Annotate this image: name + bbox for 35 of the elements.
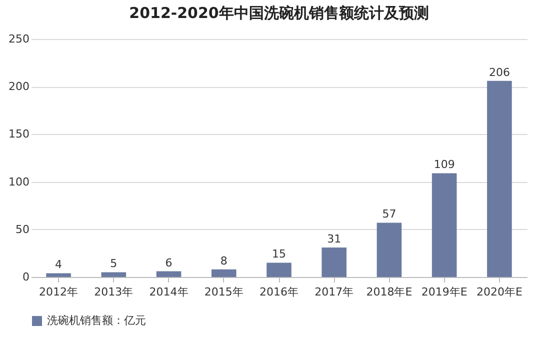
- bar: [101, 272, 126, 277]
- data-label: 57: [382, 208, 396, 221]
- bar: [46, 273, 71, 277]
- bar: [487, 80, 512, 277]
- data-label: 109: [434, 158, 455, 172]
- bar: [376, 222, 402, 277]
- chart-title: 2012-2020年中国洗碗机销售额统计及预测: [129, 4, 429, 22]
- y-tick-label: 200: [8, 80, 30, 94]
- y-tick-label: 150: [8, 128, 30, 141]
- x-tick-label: 2015年: [204, 286, 244, 298]
- x-tick-label: 2019年E: [421, 286, 468, 298]
- y-tick-label: 100: [8, 175, 30, 188]
- y-tick-label: 250: [8, 32, 30, 46]
- bar: [432, 173, 457, 277]
- data-label: 6: [165, 256, 172, 270]
- bar: [211, 269, 236, 277]
- x-tick-label: 2016年: [260, 286, 298, 298]
- x-tick-label: 2020年E: [476, 286, 522, 298]
- x-tick-label: 2017年: [314, 286, 354, 298]
- y-tick-label: 0: [22, 270, 30, 284]
- x-tick-label: 2018年E: [366, 286, 412, 298]
- data-label: 5: [110, 257, 118, 270]
- data-label: 31: [327, 232, 342, 246]
- x-tick-label: 2013年: [94, 286, 134, 298]
- data-label: 4: [55, 258, 62, 272]
- data-label: 15: [272, 248, 286, 261]
- bar: [266, 262, 292, 277]
- y-tick-label: 50: [16, 222, 30, 236]
- legend-label: 洗碗机销售额：亿元: [47, 314, 146, 327]
- data-label: 206: [488, 66, 510, 79]
- bar: [322, 247, 347, 277]
- bar: [156, 271, 182, 277]
- x-tick-label: 2014年: [149, 286, 188, 298]
- x-tick-label: 2012年: [39, 286, 78, 298]
- data-label: 8: [220, 254, 228, 268]
